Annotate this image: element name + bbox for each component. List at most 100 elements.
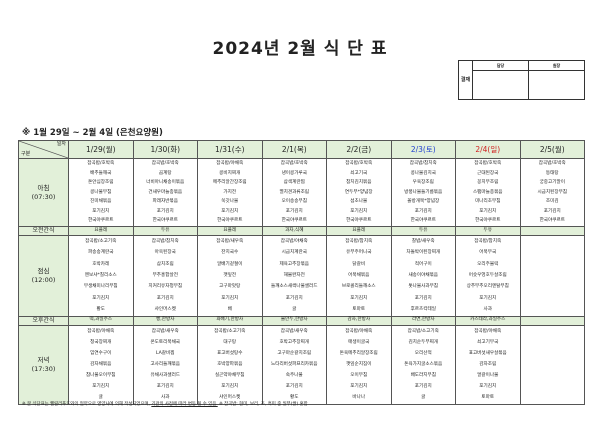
corner-date-label: 일자 xyxy=(56,141,66,147)
menu-item: 시금치계란국 xyxy=(281,250,307,256)
menu-cell: 잡곡밥/소고기죽 대구탕 표고버섯탕수 호박양파볶음 실곤약야채무침 포기김치 샤인머스켓 xyxy=(197,324,263,405)
menu-item: 너비아니채송이볶음 xyxy=(146,180,185,186)
approval-sign-director[interactable] xyxy=(528,70,585,100)
menu-item: 호박양파볶음 xyxy=(217,362,243,368)
menu-cell: 잡곡밥/소고기죽 김치순두부찌개 오리산적 돈육가지굴소스볶음 배도라지무침 포기김치 귤 xyxy=(390,324,456,405)
menu-item: 쑥갓나물 xyxy=(221,199,239,205)
menu-item: 표고버섯새우살볶음 xyxy=(468,350,507,356)
menu-item: 오이무침 xyxy=(350,373,368,379)
row-label: 오전간식 xyxy=(18,226,69,236)
snack-cell: 요플레 xyxy=(68,226,134,236)
menu-item: 한국야쿠르트 xyxy=(410,218,436,224)
menu-item: 깻잎순지짐이 xyxy=(346,362,372,368)
snack-cell: 떡,과일주스 xyxy=(68,315,134,326)
menu-item: 참치김치볶음 xyxy=(346,180,372,186)
approval-box: 결재 담당 원장 xyxy=(458,60,585,100)
menu-item: 임연수구이 xyxy=(90,350,112,356)
date-header: 1/30(화) xyxy=(132,140,198,159)
menu-item: 잡곡밥/참치죽 xyxy=(345,238,373,244)
menu-item: 올방개묵*양념장 xyxy=(407,199,440,205)
menu-item: 쇠고기무국 xyxy=(477,339,499,345)
menu-item: 들깨소스새싹나물샐러드 xyxy=(271,284,318,290)
menu-item: 대구탕 xyxy=(223,339,237,345)
row-label: 저녁 (17:30) xyxy=(18,324,69,405)
menu-item: 어묵채볶음 xyxy=(348,273,370,279)
menu-item: 포기김치 xyxy=(156,384,174,390)
menu-item: 김치순두부찌개 xyxy=(408,339,439,345)
menu-item: 메추리알간장조림 xyxy=(212,180,247,186)
date-header: 2/1(목) xyxy=(261,140,327,159)
row-label: 점심 (12:00) xyxy=(18,234,69,317)
snack-cell: 두유 xyxy=(455,226,521,236)
menu-item: 잡곡밥/새우죽 xyxy=(216,238,244,244)
menu-item: 잡곡밥/야채죽 xyxy=(345,328,373,334)
menu-cell: 잡곡밥/새우죽 호박고추장찌개 고구마순갈치조림 느타리버섯파프리카볶음 숙주나물 포기김… xyxy=(261,324,327,405)
menu-item: 콩비지찌개 xyxy=(219,170,241,176)
menu-item: 고사리들깨볶음 xyxy=(150,362,181,368)
menu-cell: 잡곡밥/야채죽 청국장찌개 임연수구이 감자채볶음 참나물오이무침 포기김치 귤 xyxy=(68,324,134,405)
menu-item: 섬초나물 xyxy=(350,199,368,205)
menu-cell: 잡곡밥/호박죽 곰계탕 너비아니채송이볶음 건새우마늘종볶음 파래자반볶음 포기김치 한국야… xyxy=(132,158,198,227)
approval-sign-staff[interactable] xyxy=(472,70,529,100)
menu-item: 잡곡밥/소고기죽 xyxy=(85,238,117,244)
menu-cell: 잡곡밥/호박죽 쇠고기국 참치김치볶음 연두부*양념장 섬초나물 포기김치 한국야쿠르트 xyxy=(326,158,392,227)
menu-item: 잡곡밥/호박죽 xyxy=(345,161,373,166)
footnote-text: ※ 본 식단표는 헬릴리푸드와의 협약으로 영양사에 의해 작성되었으며, xyxy=(22,402,152,407)
menu-cell: 잡곡밥/호박죽 동태탕 궁중고기말이 시금치된장무침 조미김 포기김치 한국야쿠르트 xyxy=(519,158,585,227)
menu-item: 한국야쿠르트 xyxy=(346,218,372,224)
snack-cell: 물만두,한방차 xyxy=(261,315,327,326)
menu-item: 돈육메추리알장조림 xyxy=(339,350,378,356)
menu-item: 부추홍합살전 xyxy=(152,273,178,279)
meal-table: 일자 구분 1/29(월) 1/30(화) 1/31(수) 2/1(목) 2/2(금) 2… xyxy=(18,140,585,405)
menu-item: 잡곡밥/호박죽 xyxy=(280,161,308,166)
menu-item: 잡곡밥/호박죽 xyxy=(87,161,115,166)
menu-item: 쇠고기국 xyxy=(350,170,368,176)
menu-item: 조미김 xyxy=(545,199,559,205)
menu-cell: 잡곡밥/참치죽 아욱된장국 삼치조림 부추홍합살전 치커리유자청무침 포기김치 샤인머스켓 xyxy=(132,234,198,317)
menu-item: 느타리버섯파프리카볶음 xyxy=(271,362,318,368)
menu-item: 콩나물김치국 xyxy=(410,170,436,176)
menu-item: 미나리초무침 xyxy=(475,199,501,205)
corner-category-label: 구분 xyxy=(21,151,31,157)
menu-item: 포기김치 xyxy=(543,208,561,214)
approval-col-staff: 담당 xyxy=(472,60,529,71)
menu-item: 배추들깨국 xyxy=(90,170,112,176)
menu-item: 사과 xyxy=(161,395,170,401)
menu-item: 포기김치 xyxy=(350,208,368,214)
date-header: 2/5(월) xyxy=(519,140,585,159)
menu-item: 해물완자전 xyxy=(283,273,305,279)
menu-item: 잡곡밥/참치죽 xyxy=(474,238,502,244)
menu-item: 포기김치 xyxy=(156,208,174,214)
menu-item: 호박카레 xyxy=(92,261,110,267)
snack-cell: 요플레 xyxy=(197,226,263,236)
snack-cell: 라면,한방차 xyxy=(390,315,456,326)
menu-item: 고구마맛탕 xyxy=(219,284,241,290)
menu-item: 찰밥/새우죽 xyxy=(411,238,435,244)
menu-item: 얼갈이나물 xyxy=(477,373,499,379)
snack-cell: 과자,식혜 xyxy=(261,226,327,236)
menu-item: 배도라지무침 xyxy=(410,373,436,379)
menu-item: 차돌박이된장찌개 xyxy=(406,250,441,256)
menu-cell: 찰밥/새우죽 차돌박이된장찌개 적어구이 새송이야채볶음 톳나물사과무침 포기김치 후르츠칵… xyxy=(390,234,456,317)
date-header: 1/29(월) xyxy=(68,140,134,159)
menu-cell: 잡곡밥/호박죽 냉이콩가루국 삼색계란찜 멸치견과류조림 오이송송무침 포기김치 한국야쿠르… xyxy=(261,158,327,227)
menu-item: 치커리유자청무침 xyxy=(148,284,183,290)
snack-cell xyxy=(519,315,585,326)
menu-item: 토마토 xyxy=(352,307,366,313)
snack-cell xyxy=(519,226,585,236)
menu-cell: 잡곡밥/야채죽 콩비지찌개 메추리알간장조림 가지전 쑥갓나물 포기김치 한국야쿠르트 xyxy=(197,158,263,227)
menu-item: 유채사과샐러드 xyxy=(150,373,181,379)
period-subtitle: ※ 1월 29일 ~ 2월 4일 (은천요양원) xyxy=(22,128,163,138)
menu-item: 건새우마늘종볶음 xyxy=(148,189,183,195)
snack-cell: 꽈배기,한방차 xyxy=(197,315,263,326)
menu-item: 한국야쿠르트 xyxy=(152,218,178,224)
menu-item: 포기김치 xyxy=(350,384,368,390)
menu-item: 시금치된장무침 xyxy=(537,189,568,195)
menu-item: 한국야쿠르트 xyxy=(281,218,307,224)
menu-item: 한국야쿠르트 xyxy=(539,218,565,224)
menu-item: 새송이야채볶음 xyxy=(408,273,439,279)
menu-item: 냉이콩가루국 xyxy=(281,170,307,176)
menu-item: 포기김치 xyxy=(221,295,239,301)
menu-item: 샤인머스켓 xyxy=(154,307,176,313)
menu-item: 무생채미나리무침 xyxy=(83,284,118,290)
